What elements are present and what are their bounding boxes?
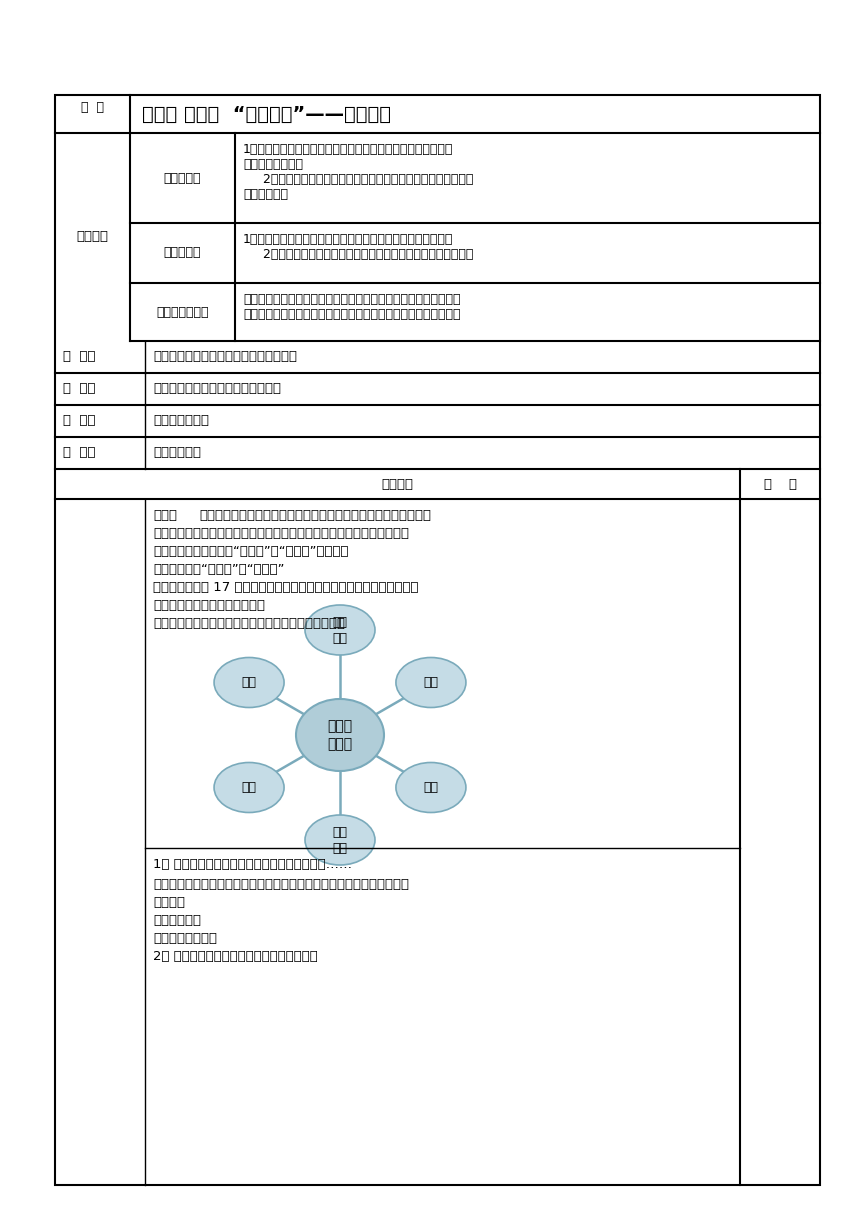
Text: 过程与方法: 过程与方法 xyxy=(163,247,201,259)
Text: 教学目标: 教学目标 xyxy=(77,231,108,243)
Text: 地形: 地形 xyxy=(242,676,256,689)
Text: 们一起来了解东北三省“北大荒”到“北大仓”的变化。: 们一起来了解东北三省“北大荒”到“北大仓”的变化。 xyxy=(153,545,348,558)
Text: 备    注: 备 注 xyxy=(764,478,796,490)
Text: 河流: 河流 xyxy=(242,781,256,794)
Text: 多媒体展示台: 多媒体展示台 xyxy=(153,446,201,460)
Text: 科技: 科技 xyxy=(423,781,439,794)
Ellipse shape xyxy=(296,699,384,771)
Text: 展示：多媒体展示框架图，教师适当给予引导并板书：: 展示：多媒体展示框架图，教师适当给予引导并板书： xyxy=(153,617,345,630)
Text: 1．培养学生的读图分析能力，阅读、整理、运用资料的能力；
     2．通过举例说明区域内自然地理要素的相互作用和相互影响；: 1．培养学生的读图分析能力，阅读、整理、运用资料的能力； 2．通过举例说明区域内… xyxy=(243,233,473,261)
Text: 情感态度价值观: 情感态度价值观 xyxy=(157,305,209,319)
Text: 难  点：: 难 点： xyxy=(63,383,95,395)
Text: 工农业发展的条件与地理环境的关系: 工农业发展的条件与地理环境的关系 xyxy=(153,383,281,395)
Text: 学生：回答。: 学生：回答。 xyxy=(153,914,201,927)
Text: 教学过程: 教学过程 xyxy=(382,478,414,490)
Text: 第六章 第二节  “白山黑水”——东北三省: 第六章 第二节 “白山黑水”——东北三省 xyxy=(142,105,391,124)
Ellipse shape xyxy=(396,658,466,708)
Text: 们的生活，那么东北三省这样的地理环境下的农业又是怎样的呢？下面我: 们的生活，那么东北三省这样的地理环境下的农业又是怎样的呢？下面我 xyxy=(153,527,409,540)
Bar xyxy=(55,95,820,1186)
Text: 气候: 气候 xyxy=(423,676,439,689)
Text: 知识与技能: 知识与技能 xyxy=(163,171,201,185)
Ellipse shape xyxy=(305,815,375,865)
Text: 教  具：: 教 具： xyxy=(63,446,95,460)
Text: 阅读：阅读书本 17 页文字，归纳东北三省的环境以及发展农业的条件。: 阅读：阅读书本 17 页文字，归纳东北三省的环境以及发展农业的条件。 xyxy=(153,581,419,593)
Text: 1．掌握东北三省的农业生产历史、农业生产条件、农业生产与
湿地保护的关系；
     2．掌握东北三省工业的地位、工业发展条件、工业布局和工业
面临的问题。: 1．掌握东北三省的农业生产历史、农业生产条件、农业生产与 湿地保护的关系； 2．… xyxy=(243,143,473,201)
Text: 通过本节学习，加深学生对东北三省地理环境的认识，增强学生对
经济发展与环境保护的认识，培养学生的环境观、可持续发展观。: 通过本节学习，加深学生对东北三省地理环境的认识，增强学生对 经济发展与环境保护的… xyxy=(243,293,460,321)
Text: 课  题: 课 题 xyxy=(81,101,104,114)
Text: 历史
政策: 历史 政策 xyxy=(333,826,347,855)
Text: 讨论法、讲述法: 讨论法、讲述法 xyxy=(153,415,209,428)
Ellipse shape xyxy=(214,658,284,708)
Ellipse shape xyxy=(214,762,284,812)
Text: 学生：阅读、讨论并发表意见。: 学生：阅读、讨论并发表意见。 xyxy=(153,599,265,612)
Text: 有哪些？: 有哪些？ xyxy=(153,896,185,910)
Text: 东北三省的农业与工业的地位与发展条件: 东北三省的农业与工业的地位与发展条件 xyxy=(153,350,297,364)
Ellipse shape xyxy=(396,762,466,812)
Text: 上一节课我们了解了东北三省的自然地理环境，地理环境能影响我: 上一节课我们了解了东北三省的自然地理环境，地理环境能影响我 xyxy=(199,510,431,522)
Text: 重  点：: 重 点： xyxy=(63,350,95,364)
Text: 1． 农业发展的条件：人口、河流、气候、科技……: 1． 农业发展的条件：人口、河流、气候、科技…… xyxy=(153,858,352,871)
Text: 讲述：: 讲述： xyxy=(153,510,177,522)
Text: 农业发
展条件: 农业发 展条件 xyxy=(328,719,353,751)
Text: 人口
分布: 人口 分布 xyxy=(333,615,347,644)
Text: 2． 主要农作物：小麦、玉米、大豆、水稻等: 2． 主要农作物：小麦、玉米、大豆、水稻等 xyxy=(153,950,317,963)
Text: 板书：二、从“北大荒”到“北大仓”: 板书：二、从“北大荒”到“北大仓” xyxy=(153,563,285,576)
Text: 教师归纳并板书：: 教师归纳并板书： xyxy=(153,931,217,945)
Text: 教  法：: 教 法： xyxy=(63,415,95,428)
Ellipse shape xyxy=(305,606,375,655)
Text: 提问：东北三省地区通过改善从北大荒发展到北大仓，那么主要的农作物: 提问：东北三省地区通过改善从北大荒发展到北大仓，那么主要的农作物 xyxy=(153,878,409,891)
